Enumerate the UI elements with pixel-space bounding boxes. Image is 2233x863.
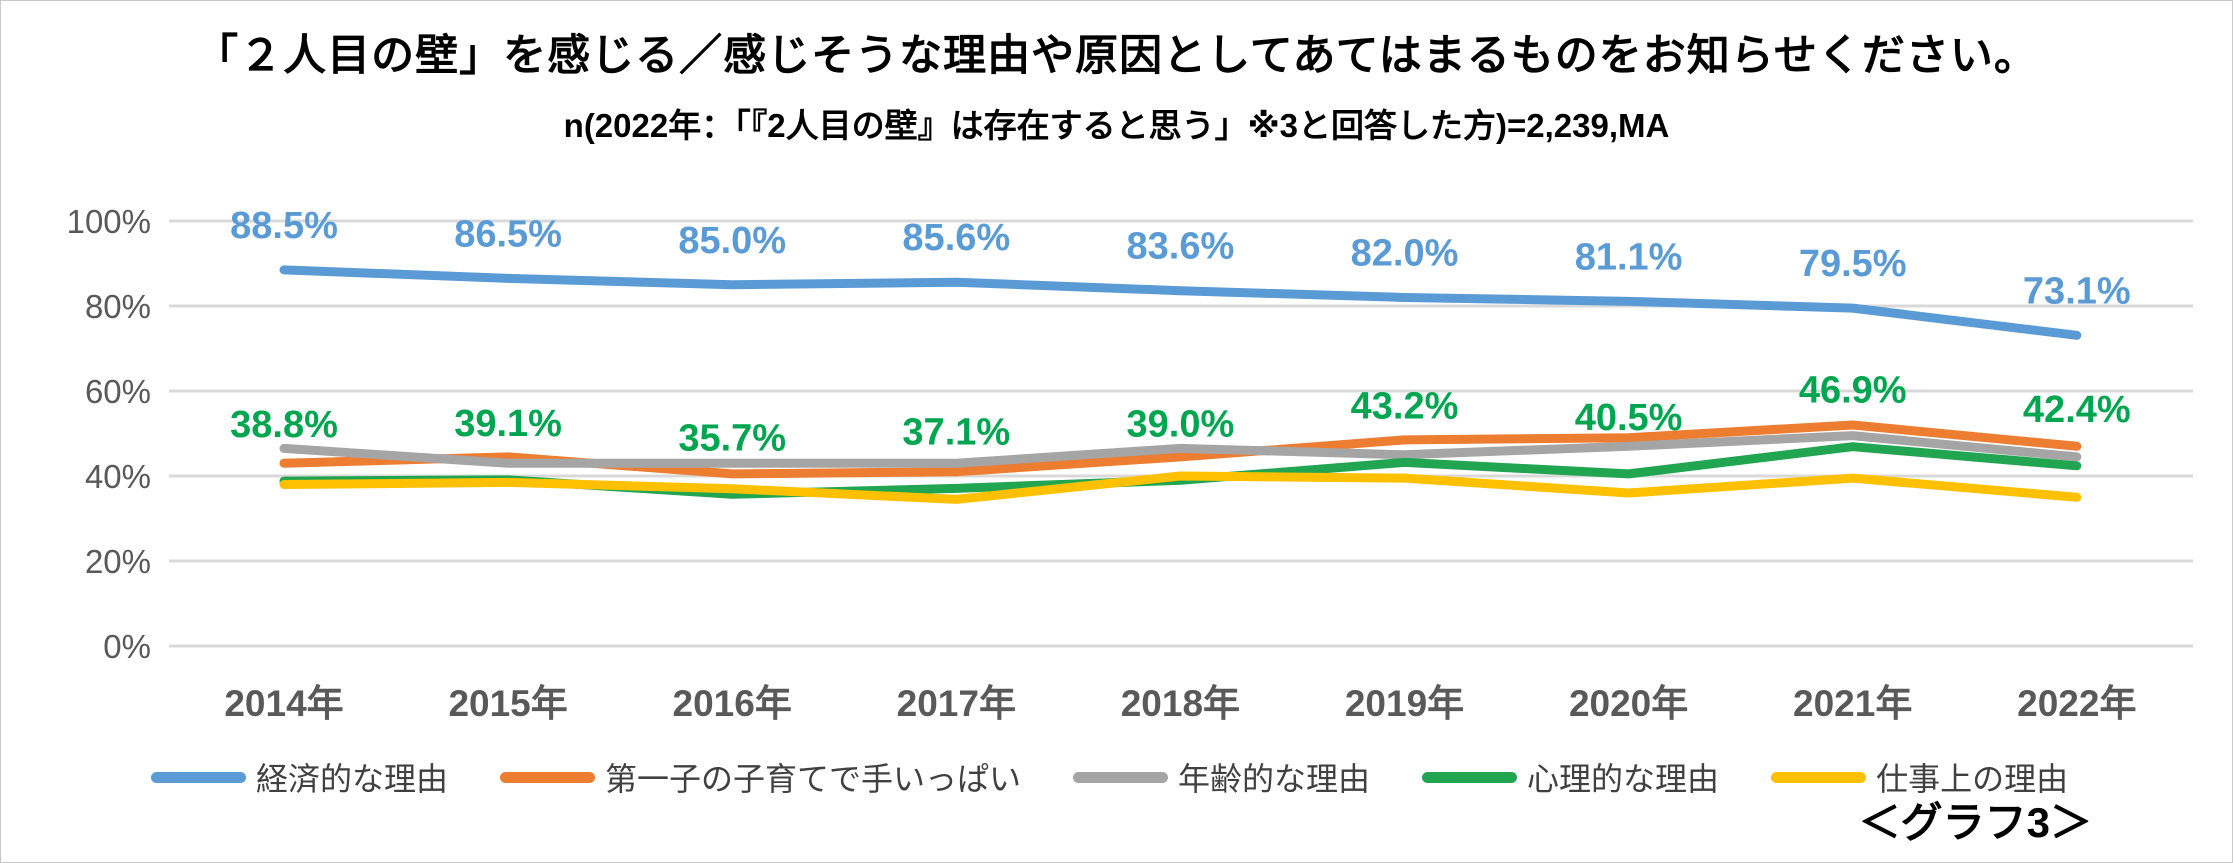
legend-swatch (500, 771, 596, 783)
series-line-経済的な理由 (279, 265, 2082, 340)
data-label-心理的な理由: 39.0% (1127, 403, 1235, 445)
data-label-心理的な理由: 35.7% (678, 417, 786, 459)
data-label-経済的な理由: 83.6% (1127, 226, 1235, 268)
data-label-経済的な理由: 86.5% (454, 213, 562, 255)
x-axis-tick-label: 2014年 (224, 683, 343, 724)
legend-label: 仕事上の理由 (1876, 761, 2069, 797)
series-line-仕事上の理由 (279, 471, 2082, 504)
y-axis-tick-label: 60% (85, 373, 151, 410)
y-axis-tick-label: 40% (85, 458, 151, 495)
legend-label: 心理的な理由 (1527, 761, 1720, 797)
data-label-心理的な理由: 37.1% (902, 411, 1010, 453)
y-axis-tick-label: 80% (85, 288, 151, 325)
x-axis-tick-label: 2015年 (448, 683, 567, 724)
legend-item-economic: 経済的な理由 (151, 754, 448, 800)
data-label-心理的な理由: 46.9% (1799, 370, 1907, 412)
x-axis-tick-label: 2019年 (1345, 683, 1464, 724)
legend-item-firstchild: 第一子の子育てで手いっぱい (500, 754, 1021, 800)
legend-label: 年齢的な理由 (1178, 761, 1371, 797)
data-label-経済的な理由: 85.0% (678, 220, 786, 262)
data-label-経済的な理由: 81.1% (1575, 236, 1683, 278)
chart-title: 「２人目の壁」を感じる／感じそうな理由や原因としてあてはまるものをお知らせくださ… (195, 32, 2038, 80)
x-axis-tick-label: 2021年 (1793, 683, 1912, 724)
x-axis-tick-label: 2022年 (2017, 683, 2136, 724)
data-label-経済的な理由: 73.1% (2023, 270, 2131, 312)
chart-subtitle: n(2022年：「『2人目の壁』は存在すると思う」※3と回答した方)=2,239… (563, 107, 1670, 144)
graph-number-label: ＜グラフ3＞ (1858, 799, 2092, 846)
data-label-心理的な理由: 39.1% (454, 403, 562, 445)
x-axis-tick-label: 2020年 (1569, 683, 1688, 724)
legend-item-work: 仕事上の理由 (1771, 754, 2068, 800)
x-axis-tick-label: 2018年 (1121, 683, 1240, 724)
x-axis-tick-label: 2016年 (673, 683, 792, 724)
legend-swatch (151, 771, 246, 783)
data-label-心理的な理由: 42.4% (2023, 389, 2131, 431)
legend-swatch (1771, 771, 1867, 783)
x-axis-tick-label: 2017年 (897, 683, 1016, 724)
data-label-心理的な理由: 40.5% (1575, 397, 1683, 439)
data-label-経済的な理由: 79.5% (1799, 243, 1907, 285)
y-axis-tick-label: 100% (67, 203, 151, 240)
legend-swatch (1073, 771, 1169, 783)
legend-label: 第一子の子育てで手いっぱい (605, 761, 1022, 797)
legend-item-psychological: 心理的な理由 (1422, 754, 1719, 800)
legend-item-age: 年齢的な理由 (1073, 754, 1370, 800)
data-label-心理的な理由: 43.2% (1351, 385, 1459, 427)
data-label-経済的な理由: 82.0% (1351, 233, 1459, 275)
legend-swatch (1422, 771, 1518, 783)
data-label-心理的な理由: 38.8% (230, 404, 338, 446)
y-axis-tick-label: 0% (103, 628, 151, 665)
data-label-経済的な理由: 85.6% (902, 217, 1010, 259)
data-label-経済的な理由: 88.5% (230, 205, 338, 247)
legend-label: 経済的な理由 (256, 761, 449, 797)
y-axis-tick-label: 20% (85, 543, 151, 580)
series-line-年齢的な理由 (279, 431, 2082, 468)
chart-legend: 経済的な理由 第一子の子育てで手いっぱい 年齢的な理由 心理的な理由 仕事上の理… (151, 749, 2151, 805)
